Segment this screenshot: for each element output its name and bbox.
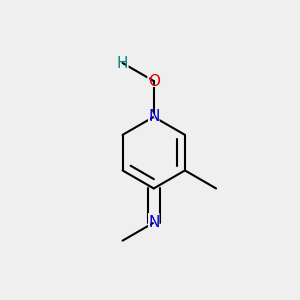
Text: N: N [146, 107, 161, 127]
Text: O: O [148, 74, 160, 88]
Text: N: N [146, 213, 161, 232]
Text: O: O [146, 71, 162, 91]
Text: H: H [115, 53, 130, 73]
Text: N: N [148, 215, 159, 230]
Text: N: N [148, 109, 159, 124]
Text: H: H [117, 56, 128, 70]
